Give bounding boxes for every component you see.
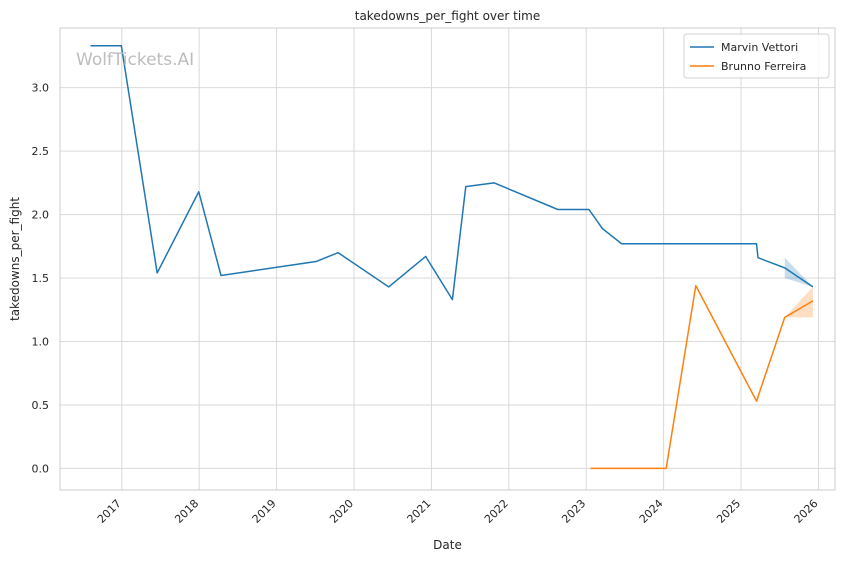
legend-label: Marvin Vettori [721, 41, 798, 54]
y-tick-label: 0.5 [32, 399, 50, 412]
y-tick-label: 0.0 [32, 462, 50, 475]
y-tick-label: 2.0 [32, 209, 50, 222]
plot-frame [59, 27, 836, 491]
y-tick-label: 2.5 [32, 145, 50, 158]
y-tick-label: 1.5 [32, 272, 50, 285]
confidence-band [784, 257, 813, 287]
y-tick-label: 3.0 [32, 82, 50, 95]
chart-title: takedowns_per_fight over time [355, 9, 541, 23]
confidence-band [784, 286, 813, 318]
confidence-bands [784, 257, 813, 318]
legend: Marvin Vettori Brunno Ferreira [683, 33, 830, 79]
watermark: WolfTickets.AI [76, 50, 194, 70]
legend-label: Brunno Ferreira [721, 60, 806, 73]
series-line [590, 284, 814, 470]
y-tick-labels: 0.0 0.5 1.0 1.5 2.0 2.5 3.0 [32, 82, 50, 476]
y-axis-label: takedowns_per_fight [8, 197, 22, 321]
legend-box [683, 33, 830, 79]
series-lines [90, 45, 814, 470]
x-axis-label: Date [433, 538, 462, 552]
y-tick-label: 1.0 [32, 336, 50, 349]
series-line [90, 45, 814, 301]
grid [60, 28, 835, 490]
